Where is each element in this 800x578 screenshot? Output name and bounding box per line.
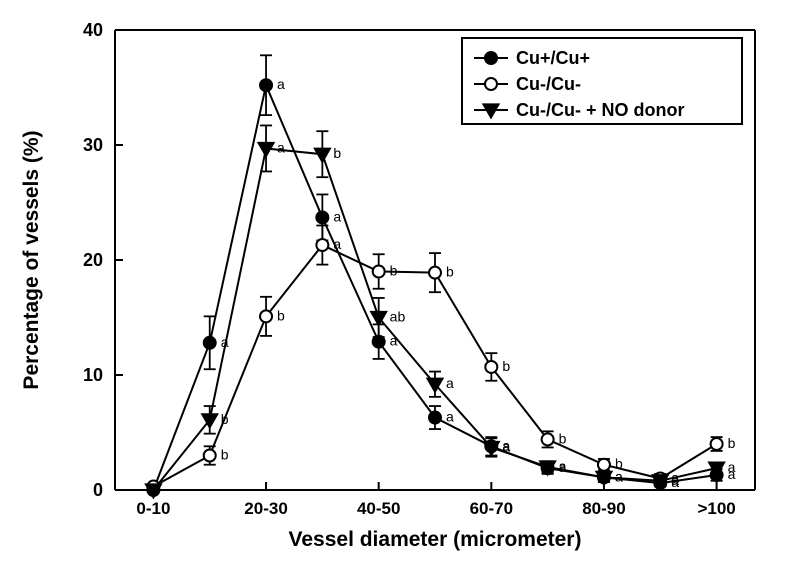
y-tick-label: 0	[93, 480, 103, 500]
x-tick-label: 60-70	[470, 499, 513, 518]
x-tick-label: 20-30	[244, 499, 287, 518]
sig-letter: b	[390, 263, 398, 279]
x-axis-label: Vessel diameter (micrometer)	[289, 528, 582, 551]
legend-label-cu_minus_no: Cu-/Cu- + NO donor	[516, 100, 684, 120]
sig-letter: a	[671, 472, 679, 488]
x-tick-label: 80-90	[582, 499, 625, 518]
y-tick-label: 30	[83, 135, 103, 155]
sig-letter: a	[446, 409, 454, 425]
sig-letter: a	[728, 459, 736, 475]
sig-letter: a	[333, 236, 341, 252]
y-tick-label: 10	[83, 365, 103, 385]
x-tick-label: 0-10	[136, 499, 170, 518]
sig-letter: a	[559, 458, 567, 474]
y-tick-label: 40	[83, 20, 103, 40]
sig-letter: a	[277, 76, 285, 92]
sig-letter: a	[333, 208, 341, 224]
sig-letter: b	[333, 145, 341, 161]
chart-container: 0 10 20 30 40 0-10 20-30 40-50 60-70 80-90 >100 Per…	[0, 0, 800, 578]
sig-letter: b	[221, 411, 229, 427]
sig-letter: b	[502, 358, 510, 374]
vessel-diameter-chart: 0 10 20 30 40 0-10 20-30 40-50 60-70 80-90 >100 Per…	[0, 0, 800, 578]
sig-letter: a	[277, 139, 285, 155]
sig-letter: ab	[390, 309, 406, 325]
legend-label-cu_minus: Cu-/Cu-	[516, 74, 581, 94]
sig-letter: a	[615, 468, 623, 484]
sig-letter: a	[221, 334, 229, 350]
x-tick-label: >100	[697, 499, 735, 518]
sig-letter: b	[728, 435, 736, 451]
sig-letter: a	[446, 375, 454, 391]
x-tick-label: 40-50	[357, 499, 400, 518]
legend-label-cu_plus: Cu+/Cu+	[516, 48, 590, 68]
sig-letter: a	[390, 333, 398, 349]
sig-letter: b	[277, 307, 285, 323]
y-axis-label: Percentage of vessels (%)	[20, 130, 43, 389]
sig-letter: b	[221, 447, 229, 463]
sig-letter: b	[446, 264, 454, 280]
sig-letter: a	[502, 438, 510, 454]
y-tick-label: 20	[83, 250, 103, 270]
sig-letter: b	[559, 430, 567, 446]
